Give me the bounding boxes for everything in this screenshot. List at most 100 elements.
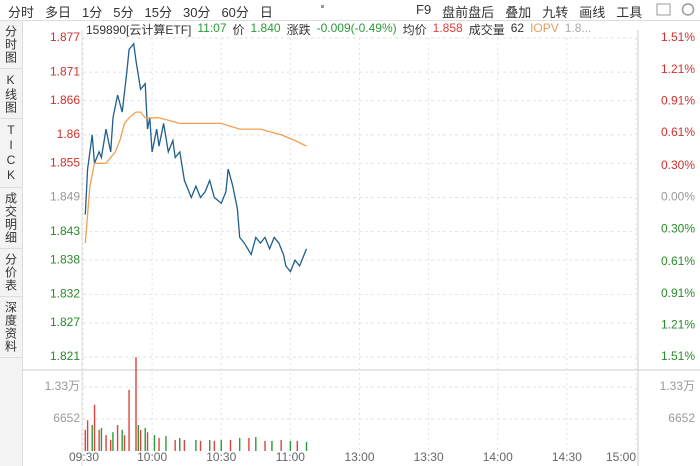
x-tick-label: 09:30 — [69, 450, 99, 464]
quote-bar: 159890[云计算ETF] 11:07 价 1.840 涨跌 -0.009(-… — [86, 21, 591, 38]
y-tick-label: 1.832 — [50, 287, 80, 301]
x-tick-label: 13:00 — [344, 450, 374, 464]
dot-icon — [321, 5, 324, 8]
label: 成交量 — [468, 23, 505, 37]
volume-bar — [238, 438, 241, 451]
side-tab[interactable]: 成交明细 — [0, 188, 22, 249]
x-tick-label: 10:00 — [137, 450, 167, 464]
settings-icon[interactable] — [681, 3, 695, 16]
y2-tick-label: 0.91% — [661, 94, 695, 108]
period-tab[interactable]: 60分 — [221, 5, 249, 20]
y-tick-label: 1.821 — [50, 349, 80, 363]
volume-bar — [146, 432, 149, 451]
tool-button[interactable]: 工具 — [616, 5, 643, 20]
label: 价 — [232, 23, 245, 37]
tool-button[interactable]: 叠加 — [505, 5, 532, 20]
volume-tick-label: 6652 — [668, 411, 695, 425]
volume-tick-label: 6652 — [53, 411, 80, 425]
volume-bar — [209, 439, 211, 451]
y-tick-label: 1.838 — [50, 252, 80, 266]
volume-bar — [121, 429, 123, 451]
period-tabs: 分时 多日 1分 5分 15分 30分 60分日 — [8, 2, 273, 21]
price-line — [84, 42, 308, 273]
y2-tick-label: 0.61% — [661, 254, 695, 268]
y-tick-label: 1.849 — [50, 190, 80, 204]
period-tab[interactable]: 日 — [259, 5, 273, 20]
x-tick-label: 14:30 — [552, 450, 582, 464]
tool-button[interactable]: 九转 — [542, 5, 569, 20]
y2-tick-label: 1.51% — [661, 30, 695, 44]
volume-bar — [135, 357, 137, 451]
tool-buttons: F9 盘前盘后 叠加 九转 画线 工具 — [416, 2, 642, 21]
y-tick-label: 1.86 — [57, 127, 81, 141]
volume-bar — [100, 427, 103, 451]
volume-bar — [255, 437, 257, 451]
price: 1.840 — [250, 21, 281, 35]
code: 159890[云计算ETF] — [86, 23, 192, 37]
y2-tick-label: 0.61% — [661, 125, 695, 139]
x-tick-label: 15:00 — [606, 450, 636, 464]
label: IOPV — [530, 21, 559, 35]
x-tick-label: 10:30 — [206, 450, 236, 464]
x-tick-label: 13:30 — [414, 450, 444, 464]
volume-bar — [153, 435, 156, 451]
volume-bar — [105, 435, 107, 451]
period-tab[interactable]: 15分 — [144, 5, 172, 20]
volume-bar — [116, 425, 119, 451]
volume-bar — [195, 439, 197, 451]
label: 涨跌 — [286, 23, 311, 37]
period-tab[interactable]: 30分 — [182, 5, 211, 20]
volume-bar — [128, 389, 130, 451]
volume-bar — [165, 436, 167, 451]
period-tab[interactable]: 多日 — [45, 5, 72, 20]
x-tick-label: 11:00 — [276, 450, 305, 464]
volume-bar — [264, 440, 266, 451]
y-tick-label: 1.827 — [50, 315, 80, 329]
volume-bar — [98, 429, 100, 451]
side-tab[interactable]: TICK — [0, 119, 22, 188]
side-tab[interactable]: K线图 — [0, 69, 22, 119]
volume-bar — [137, 425, 139, 451]
label: 均价 — [402, 23, 427, 37]
side-tab[interactable]: 深度资料 — [0, 297, 22, 358]
y2-tick-label: 0.91% — [661, 286, 695, 300]
volume-bar — [271, 440, 273, 451]
tool-button[interactable]: 盘前盘后 — [442, 5, 495, 20]
volume-bar — [296, 440, 298, 451]
y-tick-label: 1.866 — [50, 93, 80, 107]
change: -0.009(-0.49%) — [316, 21, 397, 35]
period-tab[interactable]: 分时 — [8, 5, 35, 20]
y2-tick-label: 0.00% — [661, 190, 695, 204]
toolbar: 分时 多日 1分 5分 15分 30分 60分日 F9 盘前盘后 叠加 九转 画线 工具 — [0, 0, 700, 21]
period-tab[interactable]: 1分 — [82, 5, 103, 20]
tool-button[interactable]: 画线 — [579, 5, 606, 20]
volume-bar — [248, 438, 250, 451]
volume-bar — [280, 439, 282, 451]
volume-tick-label: 1.33万 — [45, 379, 80, 393]
volume-bar — [220, 439, 222, 451]
volume-bar — [91, 425, 93, 451]
x-tick-label: 14:00 — [483, 450, 513, 464]
volume-bar — [158, 438, 160, 451]
y2-tick-label: 0.30% — [661, 158, 695, 172]
y2-tick-label: 0.30% — [661, 221, 695, 235]
y-tick-label: 1.843 — [50, 224, 80, 238]
volume-bar — [174, 439, 176, 451]
volume-bar — [144, 427, 146, 451]
tool-button[interactable]: F9 — [416, 2, 432, 17]
avg-price: 1.858 — [432, 21, 463, 35]
volume-tick-label: 1.33万 — [660, 379, 695, 393]
y2-tick-label: 1.51% — [661, 349, 695, 363]
volume-bar — [139, 429, 142, 451]
volume-bar — [289, 440, 292, 451]
wp-icon[interactable] — [656, 3, 671, 16]
volume-bar — [109, 439, 112, 451]
side-tab[interactable]: 分价表 — [0, 249, 22, 297]
volume-bar — [84, 429, 87, 451]
volume: 62 — [510, 21, 525, 35]
period-tab[interactable]: 5分 — [113, 5, 134, 20]
y2-tick-label: 1.21% — [661, 62, 695, 76]
side-tab[interactable]: 分时图 — [0, 21, 22, 69]
